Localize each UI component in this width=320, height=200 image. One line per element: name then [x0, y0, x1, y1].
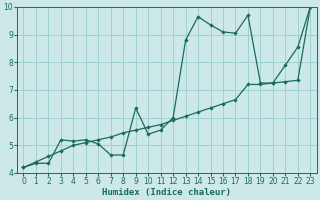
X-axis label: Humidex (Indice chaleur): Humidex (Indice chaleur) [102, 188, 231, 197]
